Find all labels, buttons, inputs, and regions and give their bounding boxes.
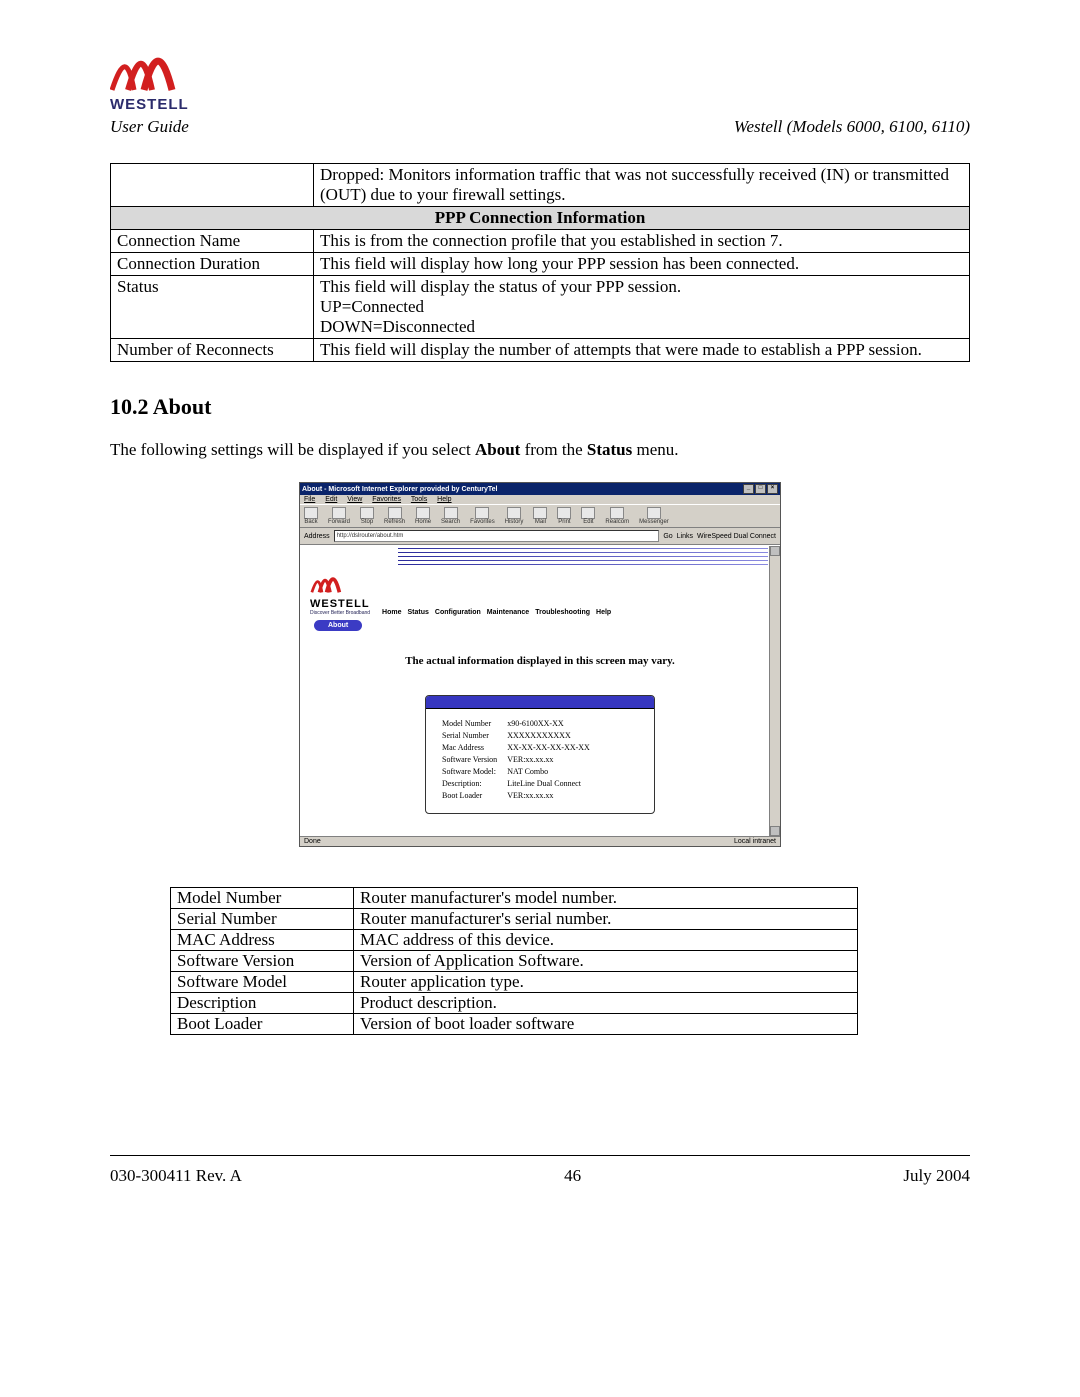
refresh-icon [388, 507, 402, 519]
ppp-row-desc: This field will display the number of at… [314, 339, 970, 362]
tb-refresh[interactable]: Refresh [384, 507, 405, 525]
tb-print[interactable]: Print [557, 507, 571, 525]
messenger-icon [647, 507, 661, 519]
nav-troubleshooting[interactable]: Troubleshooting [535, 609, 590, 616]
tb-edit[interactable]: Edit [581, 507, 595, 525]
decorative-lines [398, 548, 768, 565]
window-controls: _□× [742, 484, 778, 494]
back-icon [304, 507, 318, 519]
about-tab[interactable]: About [314, 620, 362, 631]
maximize-icon[interactable]: □ [755, 484, 766, 494]
footer: 030-300411 Rev. A 46 July 2004 [110, 1166, 970, 1186]
menu-bar: File Edit View Favorites Tools Help [300, 495, 780, 504]
status-left: Done [304, 838, 321, 845]
menu-view[interactable]: View [347, 496, 362, 503]
mail-icon [533, 507, 547, 519]
links-label: Links [677, 533, 693, 540]
westell-swoosh-icon [110, 50, 180, 98]
tb-realcom[interactable]: Realcom [605, 507, 629, 525]
menu-tools[interactable]: Tools [411, 496, 427, 503]
tb-history[interactable]: History [505, 507, 524, 525]
brand-text: WESTELL [110, 96, 970, 113]
tb-favorites[interactable]: Favorites [470, 507, 495, 525]
browser-window: About - Microsoft Internet Explorer prov… [299, 482, 781, 847]
running-header: User Guide Westell (Models 6000, 6100, 6… [110, 117, 970, 137]
ppp-table: Dropped: Monitors information traffic th… [110, 163, 970, 362]
tb-mail[interactable]: Mail [533, 507, 547, 525]
close-icon[interactable]: × [767, 484, 778, 494]
ppp-section-head: PPP Connection Information [111, 207, 970, 230]
nav-status[interactable]: Status [408, 609, 429, 616]
variation-note: The actual information displayed in this… [300, 655, 780, 667]
address-bar: Address http://dslrouter/about.htm Go Li… [300, 528, 780, 545]
nav-maintenance[interactable]: Maintenance [487, 609, 529, 616]
status-bar: Done Local intranet [300, 836, 780, 846]
tb-messenger[interactable]: Messenger [639, 507, 669, 525]
ppp-row-label: Connection Name [111, 230, 314, 253]
address-input[interactable]: http://dslrouter/about.htm [334, 530, 660, 542]
about-details: Model Numberx90-6100XX-XX Serial NumberX… [440, 717, 600, 803]
nav-help[interactable]: Help [596, 609, 611, 616]
browser-viewport: WESTELL Discover Better Broadband Home S… [300, 545, 780, 836]
tb-search[interactable]: Search [441, 507, 460, 525]
vertical-scrollbar[interactable] [769, 546, 780, 836]
tb-back[interactable]: Back [304, 507, 318, 525]
realcom-icon [610, 507, 624, 519]
card-header-bar [426, 696, 654, 709]
page-brand-row: WESTELL Discover Better Broadband Home S… [300, 568, 780, 618]
toolbar: Back Forward Stop Refresh Home Search Fa… [300, 504, 780, 528]
footer-left: 030-300411 Rev. A [110, 1166, 242, 1186]
minimize-icon[interactable]: _ [743, 484, 754, 494]
menu-favorites[interactable]: Favorites [372, 496, 401, 503]
page: WESTELL User Guide Westell (Models 6000,… [0, 0, 1080, 1216]
ppp-row-label: Number of Reconnects [111, 339, 314, 362]
search-icon [444, 507, 458, 519]
go-button[interactable]: Go [663, 533, 672, 540]
dropped-desc: Dropped: Monitors information traffic th… [314, 164, 970, 207]
menu-edit[interactable]: Edit [325, 496, 337, 503]
edit-icon [581, 507, 595, 519]
field-desc-table: Model NumberRouter manufacturer's model … [170, 887, 858, 1035]
ppp-row-label: Connection Duration [111, 253, 314, 276]
page-brand: WESTELL Discover Better Broadband [310, 574, 370, 616]
footer-right: July 2004 [903, 1166, 970, 1186]
ppp-row-desc: This is from the connection profile that… [314, 230, 970, 253]
nav-configuration[interactable]: Configuration [435, 609, 481, 616]
intro-paragraph: The following settings will be displayed… [110, 440, 970, 460]
dropped-label [111, 164, 314, 207]
westell-swoosh-icon [310, 574, 344, 596]
home-icon [416, 507, 430, 519]
menu-file[interactable]: File [304, 496, 315, 503]
ppp-row-desc: This field will display how long your PP… [314, 253, 970, 276]
tb-home[interactable]: Home [415, 507, 431, 525]
titlebar: About - Microsoft Internet Explorer prov… [300, 483, 780, 495]
print-icon [557, 507, 571, 519]
footer-center: 46 [564, 1166, 581, 1186]
ppp-row-label: Status [111, 276, 314, 339]
tb-forward[interactable]: Forward [328, 507, 350, 525]
header-right: Westell (Models 6000, 6100, 6110) [734, 117, 970, 137]
stop-icon [360, 507, 374, 519]
page-nav: Home Status Configuration Maintenance Tr… [382, 609, 611, 616]
tb-stop[interactable]: Stop [360, 507, 374, 525]
about-card: Model Numberx90-6100XX-XX Serial NumberX… [425, 695, 655, 814]
ppp-row-desc: This field will display the status of yo… [314, 276, 970, 339]
favorites-icon [475, 507, 489, 519]
links-item[interactable]: WireSpeed Dual Connect [697, 533, 776, 540]
section-heading: 10.2 About [110, 394, 970, 420]
window-title: About - Microsoft Internet Explorer prov… [302, 486, 498, 493]
nav-home[interactable]: Home [382, 609, 401, 616]
status-right: Local intranet [734, 838, 776, 845]
forward-icon [332, 507, 346, 519]
history-icon [507, 507, 521, 519]
footer-rule [110, 1155, 970, 1156]
address-label: Address [304, 533, 330, 540]
header-left: User Guide [110, 117, 189, 137]
menu-help[interactable]: Help [437, 496, 451, 503]
brand-logo: WESTELL [110, 50, 970, 113]
